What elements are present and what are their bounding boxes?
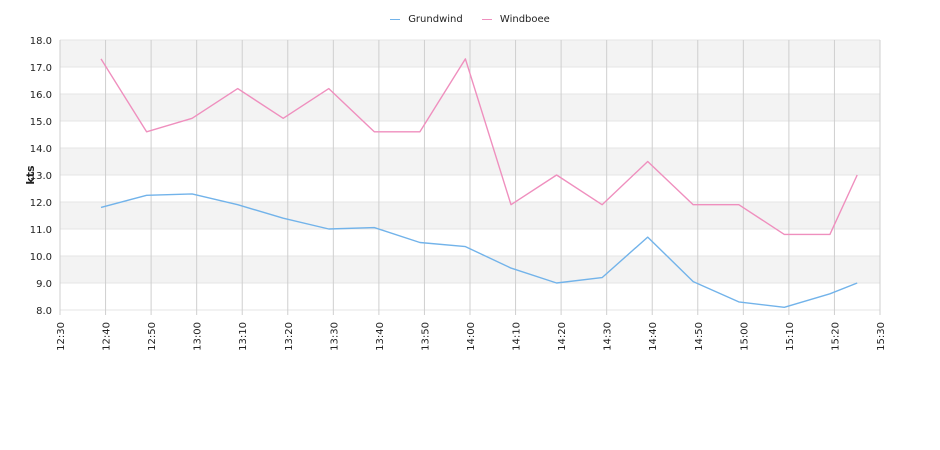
x-tick-label: 13:30 [329,322,340,351]
series-line-windboee [100,58,858,236]
x-tick-label: 14:40 [648,322,659,351]
y-tick-label: 18.0 [30,36,52,47]
y-tick-label: 12.0 [30,198,52,209]
legend-item-windboee[interactable]: Windboee [481,14,550,25]
x-tick-label: 14:30 [603,322,614,351]
legend-swatch-grundwind [390,18,401,20]
x-tick-label: 13:00 [193,322,204,351]
y-tick-label: 17.0 [30,63,52,74]
y-tick-label: 14.0 [30,144,52,155]
y-tick-label: 13.0 [30,171,52,182]
x-tick-label: 13:10 [238,322,249,351]
legend-swatch-windboee [481,18,492,20]
y-tick-label: 8.0 [36,306,52,317]
chart-legend: Grundwind Windboee [0,14,940,25]
x-tick-label: 12:40 [102,322,113,351]
x-tick-label: 15:10 [785,322,796,351]
y-tick-label: 9.0 [36,279,52,290]
series-line-grundwind [100,193,858,308]
x-tick-label: 13:40 [375,322,386,351]
x-tick-label: 14:20 [557,322,568,351]
legend-label-windboee: Windboee [499,14,550,25]
x-tick-label: 15:20 [830,322,841,351]
x-tick-label: 12:50 [147,322,158,351]
y-tick-label: 16.0 [30,90,52,101]
x-tick-label: 12:30 [56,322,67,351]
legend-item-grundwind[interactable]: Grundwind [390,14,463,25]
y-tick-label: 15.0 [30,117,52,128]
x-tick-label: 15:00 [739,322,750,351]
y-tick-label: 11.0 [30,225,52,236]
x-tick-label: 15:30 [876,322,887,351]
y-tick-label: 10.0 [30,252,52,263]
y-axis-label: kts [24,165,37,185]
x-tick-label: 13:20 [284,322,295,351]
x-tick-label: 14:50 [694,322,705,351]
x-tick-label: 14:00 [466,322,477,351]
x-tick-label: 14:10 [512,322,523,351]
legend-label-grundwind: Grundwind [408,14,463,25]
x-tick-label: 13:50 [420,322,431,351]
